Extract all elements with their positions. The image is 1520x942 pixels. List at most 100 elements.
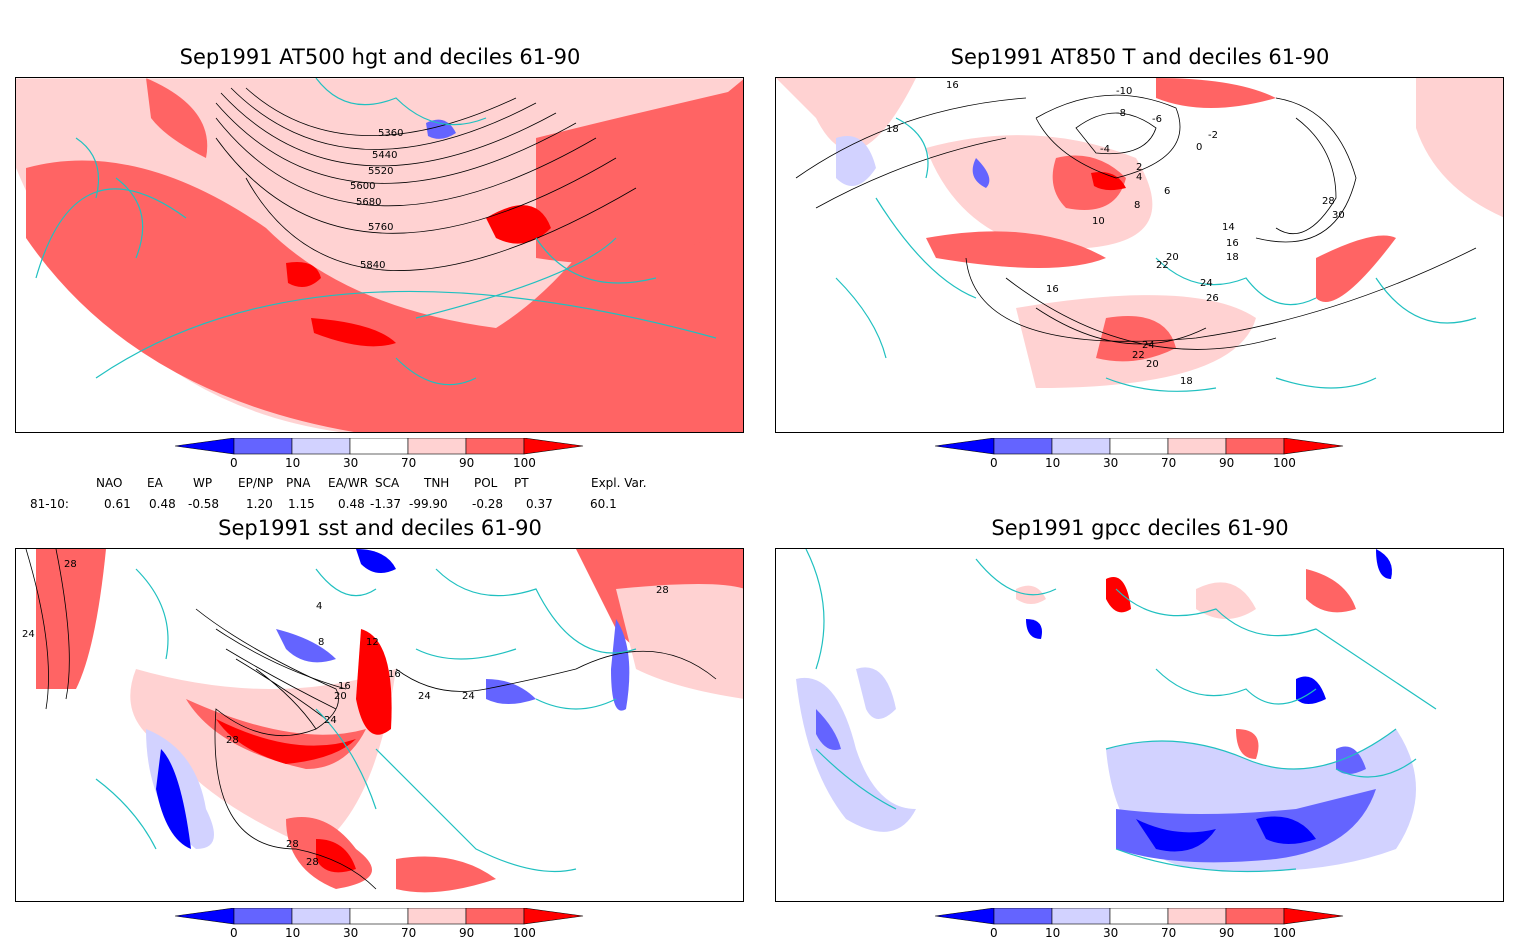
cbar-tick-100: 100 — [1273, 456, 1296, 470]
hgt-map-svg: 5360 5440 5520 5600 5680 5760 5840 — [16, 78, 743, 432]
cbar-tick-70: 70 — [1161, 456, 1176, 470]
cbar-tick-30: 30 — [1103, 926, 1118, 940]
index-value-pna: 1.15 — [288, 497, 315, 511]
contour-label-24-a: 24 — [1200, 278, 1213, 289]
index-header-wp: WP — [193, 476, 213, 490]
index-header-eawr: EA/WR — [328, 476, 369, 490]
contour-label-24-b: 24 — [324, 715, 337, 726]
cbar-tick-70: 70 — [401, 926, 416, 940]
index-header-epnp: EP/NP — [238, 476, 274, 490]
index-value-nao: 0.61 — [104, 497, 131, 511]
sst-map-svg: 28 24 4 8 12 16 20 24 16 24 24 28 28 28 … — [22, 549, 743, 893]
contour-label-5440: 5440 — [372, 150, 397, 161]
contour-label-30: 30 — [1332, 210, 1345, 221]
index-value-wp: -0.58 — [188, 497, 220, 511]
contour-label-4: 4 — [1136, 172, 1142, 183]
contour-label-28-c: 28 — [226, 735, 239, 746]
contour-label-24-d: 24 — [462, 691, 475, 702]
contour-label-5600: 5600 — [350, 181, 375, 192]
colorbar-hgt: 0 10 30 70 90 100 — [175, 438, 595, 472]
index-value-pol: -0.28 — [472, 497, 504, 511]
contour-label-28: 28 — [1322, 196, 1335, 207]
map-panel-gpcc — [775, 548, 1504, 902]
cbar-tick-100: 100 — [513, 456, 536, 470]
indices-header-row: NAO EA WP EP/NP PNA EA/WR SCA TNH POL PT… — [0, 476, 760, 492]
cbar-tick-0: 0 — [990, 456, 998, 470]
contour-label-28-b: 28 — [656, 585, 669, 596]
cbar-tick-90: 90 — [459, 926, 474, 940]
contour-label-0: 0 — [1196, 142, 1202, 153]
index-value-pt: 0.37 — [526, 497, 553, 511]
cbar-tick-90: 90 — [459, 456, 474, 470]
contour-label-20: 20 — [334, 691, 347, 702]
cbar-tick-30: 30 — [343, 456, 358, 470]
panel-title-sst: Sep1991 sst and deciles 61-90 — [218, 516, 542, 540]
panel-title-t850: Sep1991 AT850 T and deciles 61-90 — [950, 45, 1330, 69]
contour-label-m8: -8 — [1116, 108, 1126, 119]
contour-label-16-a: 16 — [338, 681, 351, 692]
cbar-tick-30: 30 — [343, 926, 358, 940]
cbar-tick-10: 10 — [1045, 926, 1060, 940]
contour-label-28-d: 28 — [286, 839, 299, 850]
contour-label-22-a: 22 — [1156, 260, 1169, 271]
contour-label-20-a: 20 — [1166, 252, 1179, 263]
cbar-tick-10: 10 — [1045, 456, 1060, 470]
contour-label-18-b: 18 — [1226, 252, 1239, 263]
contour-label-m6: -6 — [1152, 114, 1162, 125]
contour-label-22-b: 22 — [1132, 350, 1145, 361]
contour-label-16-c: 16 — [1046, 284, 1059, 295]
cbar-tick-90: 90 — [1219, 926, 1234, 940]
contour-label-26: 26 — [1206, 293, 1219, 304]
index-header-pol: POL — [474, 476, 498, 490]
contour-label-10: 10 — [1092, 216, 1105, 227]
contour-label-16-a: 16 — [946, 80, 959, 91]
colorbar-t850: 0 10 30 70 90 100 — [935, 438, 1355, 472]
contour-label-m2: -2 — [1208, 130, 1218, 141]
colorbar-sst: 0 10 30 70 90 100 — [175, 908, 595, 942]
index-header-sca: SCA — [375, 476, 400, 490]
cbar-tick-0: 0 — [990, 926, 998, 940]
t850-map-svg: 16 18 -10 -8 -6 -4 -2 0 2 4 6 8 10 14 16… — [776, 78, 1503, 392]
contour-label-m4: -4 — [1100, 144, 1110, 155]
contour-label-5840: 5840 — [360, 260, 385, 271]
cbar-tick-70: 70 — [401, 456, 416, 470]
panel-title-hgt: Sep1991 AT500 hgt and deciles 61-90 — [179, 45, 581, 69]
index-value-explvar: 60.1 — [590, 497, 617, 511]
contour-label-5360: 5360 — [378, 128, 403, 139]
contour-label-5760: 5760 — [368, 222, 393, 233]
cbar-tick-70: 70 — [1161, 926, 1176, 940]
panel-title-gpcc: Sep1991 gpcc deciles 61-90 — [991, 516, 1289, 540]
index-header-nao: NAO — [96, 476, 123, 490]
map-panel-hgt: 5360 5440 5520 5600 5680 5760 5840 — [15, 77, 744, 433]
cbar-tick-0: 0 — [230, 456, 238, 470]
map-panel-sst: 28 24 4 8 12 16 20 24 16 24 24 28 28 28 … — [15, 548, 744, 902]
index-row-label: 81-10: — [30, 497, 69, 511]
cbar-tick-90: 90 — [1219, 456, 1234, 470]
contour-label-16-b: 16 — [1226, 238, 1239, 249]
contour-label-m10: -10 — [1116, 86, 1132, 97]
index-header-explvar: Expl. Var. — [591, 476, 647, 490]
contour-label-18-c: 18 — [1180, 376, 1193, 387]
index-header-ea: EA — [147, 476, 163, 490]
contour-label-28-a: 28 — [64, 559, 77, 570]
contour-label-24-a: 24 — [22, 629, 35, 640]
contour-label-24-b: 24 — [1142, 340, 1155, 351]
contour-label-6: 6 — [1164, 186, 1170, 197]
index-value-tnh: -99.90 — [409, 497, 448, 511]
contour-label-5520: 5520 — [368, 166, 393, 177]
contour-label-18-a: 18 — [886, 124, 899, 135]
cbar-tick-0: 0 — [230, 926, 238, 940]
contour-label-28-e: 28 — [306, 857, 319, 868]
indices-value-row: 81-10: 0.61 0.48 -0.58 1.20 1.15 0.48 -1… — [0, 497, 760, 513]
map-panel-t850: 16 18 -10 -8 -6 -4 -2 0 2 4 6 8 10 14 16… — [775, 77, 1504, 433]
cbar-tick-100: 100 — [513, 926, 536, 940]
contour-label-2: 2 — [1136, 162, 1142, 173]
contour-label-4: 4 — [316, 601, 322, 612]
contour-label-16-b: 16 — [388, 669, 401, 680]
cbar-tick-30: 30 — [1103, 456, 1118, 470]
contour-label-24-c: 24 — [418, 691, 431, 702]
contour-label-8: 8 — [1134, 200, 1140, 211]
contour-label-5680: 5680 — [356, 197, 381, 208]
index-header-pna: PNA — [286, 476, 311, 490]
index-header-pt: PT — [514, 476, 529, 490]
